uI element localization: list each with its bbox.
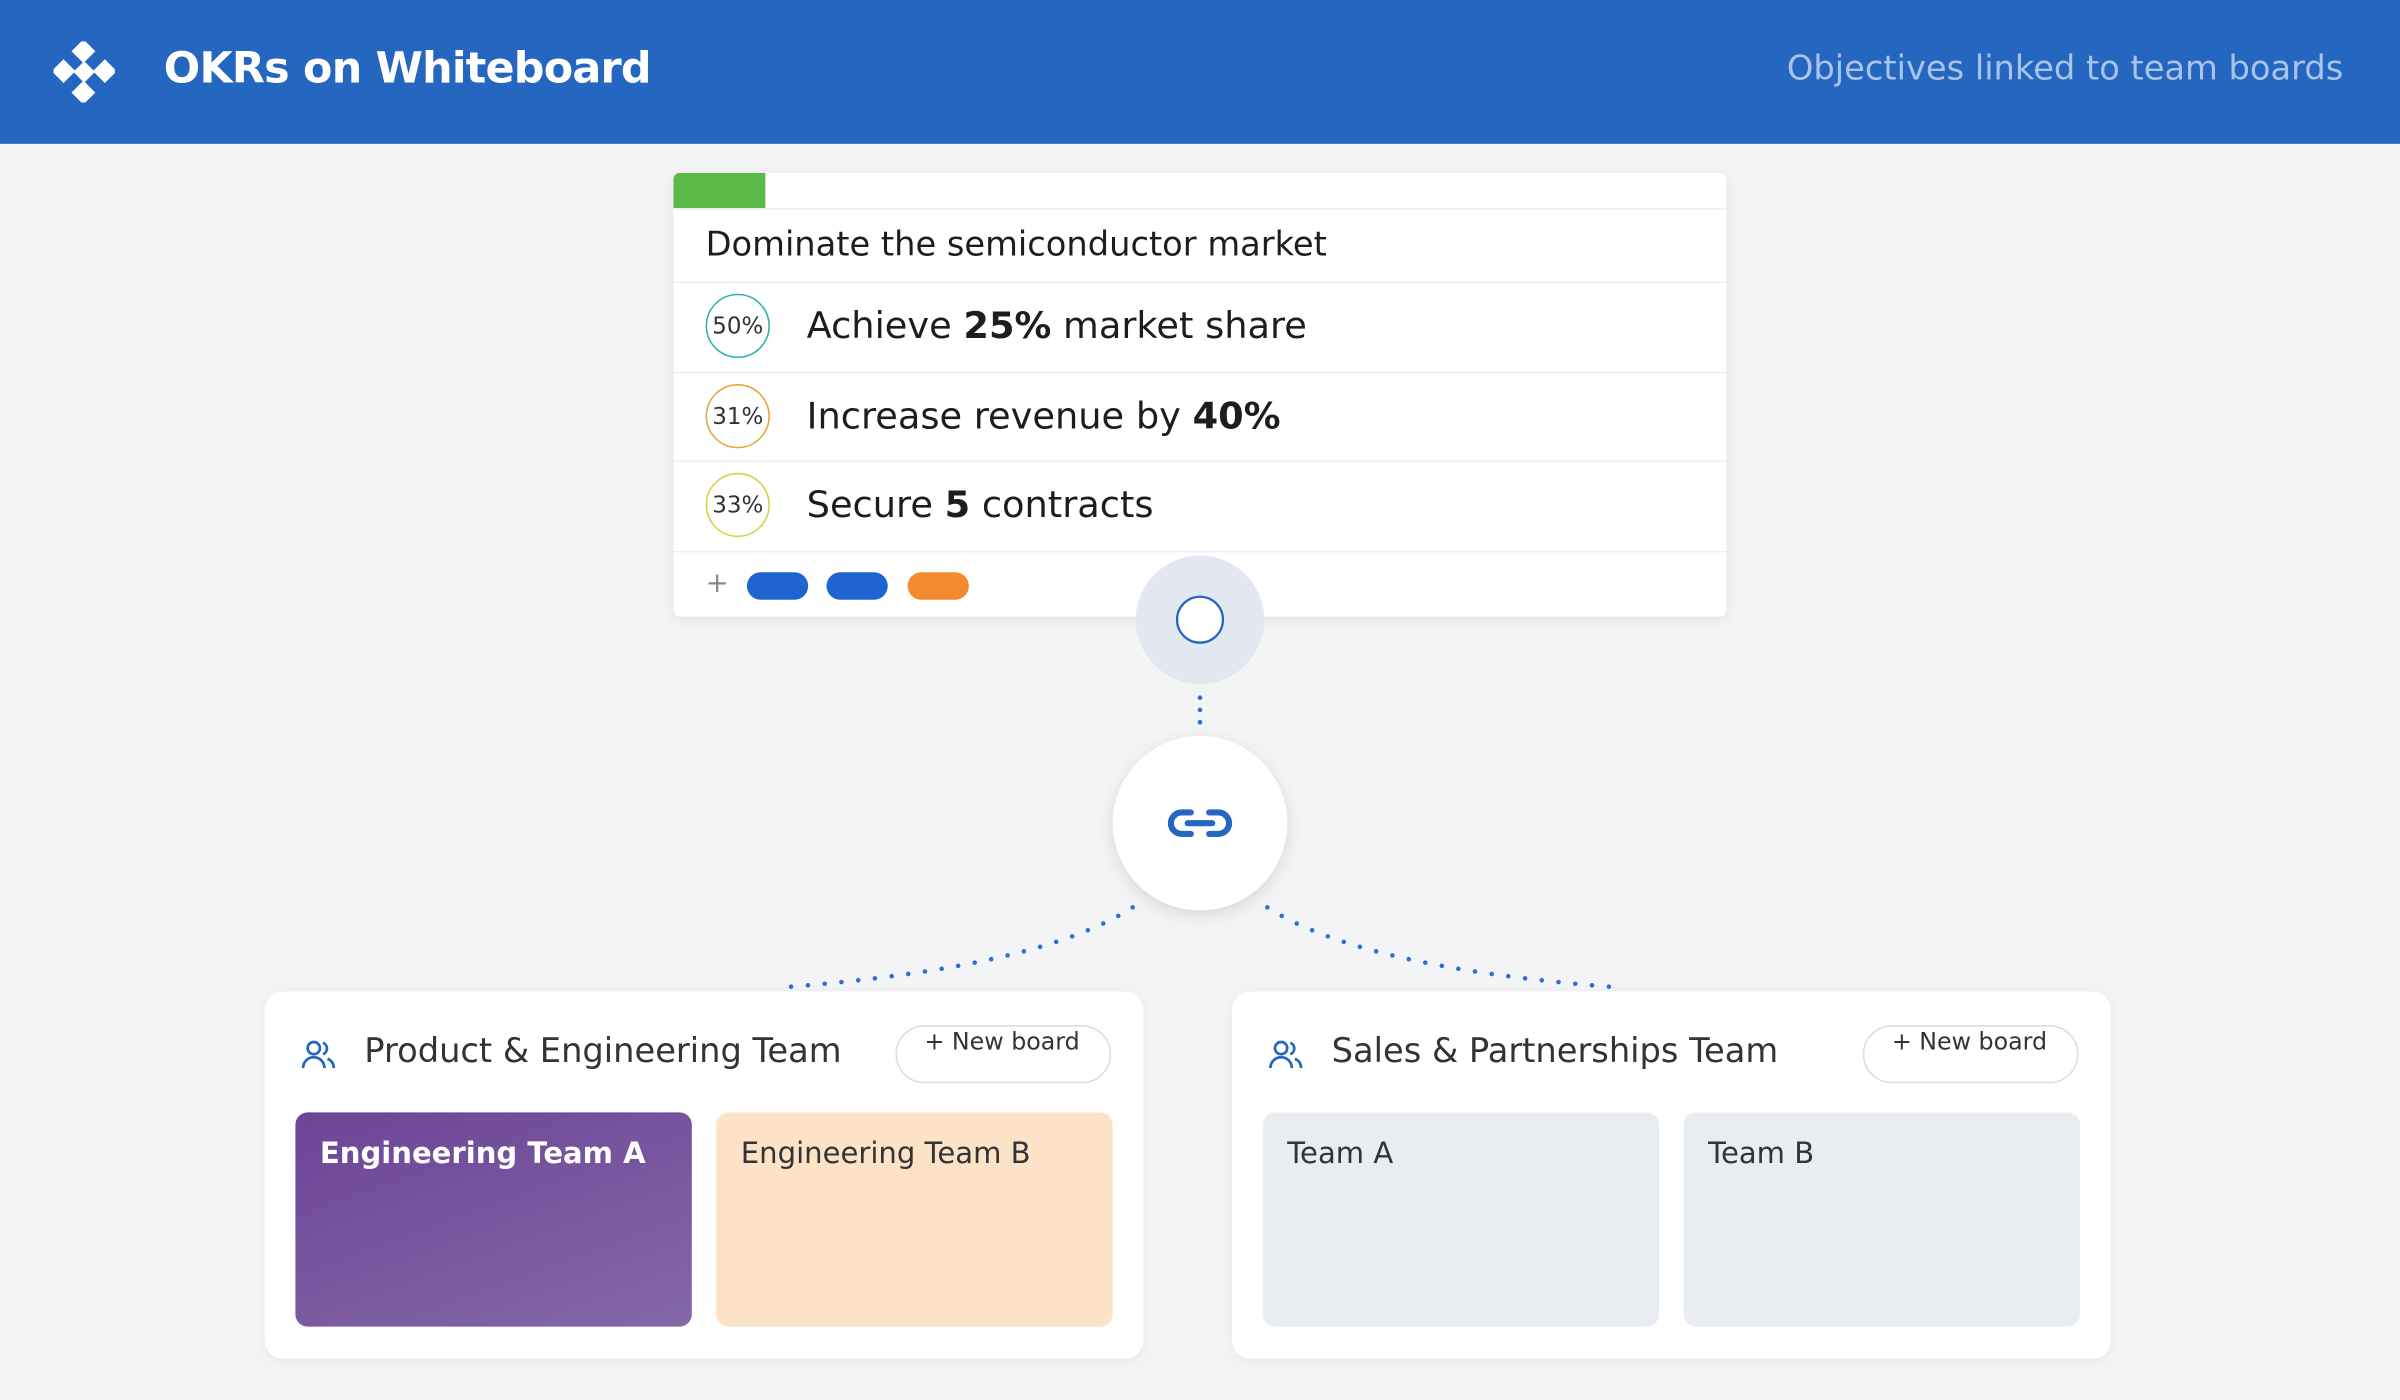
team-name: Sales & Partnerships Team xyxy=(1331,1032,1779,1072)
text: Secure xyxy=(806,484,945,527)
anchor-handle[interactable] xyxy=(1175,595,1225,644)
new-board-button[interactable]: + New board xyxy=(895,1025,1112,1084)
key-result-row[interactable]: 31% Increase revenue by 40% xyxy=(673,371,1727,461)
team-icon xyxy=(301,1040,336,1069)
status-tab xyxy=(673,172,766,209)
progress-ring: 33% xyxy=(705,473,770,538)
progress-ring: 50% xyxy=(705,293,770,359)
progress-ring: 31% xyxy=(705,383,770,448)
key-result-text: Achieve 25% market share xyxy=(807,304,1307,347)
logo xyxy=(53,41,115,103)
header: OKRs on Whiteboard Objectives linked to … xyxy=(0,0,2400,144)
text: Increase revenue by xyxy=(806,394,1193,438)
text: Achieve xyxy=(806,304,964,348)
board-card[interactable]: Team B xyxy=(1683,1112,2081,1327)
key-result-text: Secure 5 contracts xyxy=(807,484,1154,527)
team-panel: Product & Engineering Team + New board Eng… xyxy=(264,991,1144,1359)
app-subtitle: Objectives linked to team boards xyxy=(1786,50,2344,89)
connector xyxy=(785,905,1135,990)
objective-title: Dominate the semiconductor market xyxy=(705,226,1327,265)
team-icon xyxy=(1269,1040,1303,1069)
board-card[interactable]: Team A xyxy=(1262,1112,1660,1327)
card-footer: + xyxy=(673,550,1727,617)
objective-card[interactable]: Dominate the semiconductor market 50% Ach… xyxy=(673,172,1727,617)
add-button[interactable]: + xyxy=(705,567,729,600)
text: market share xyxy=(1051,304,1307,348)
text-bold: 40% xyxy=(1192,394,1281,438)
team-panel: Sales & Partnerships Team + New board Team… xyxy=(1232,991,2111,1359)
board-card[interactable]: Engineering Team B xyxy=(716,1112,1113,1327)
tag[interactable] xyxy=(746,572,809,600)
team-name: Product & Engineering Team xyxy=(364,1032,842,1072)
text-bold: 25% xyxy=(963,304,1052,348)
key-result-row[interactable]: 33% Secure 5 contracts xyxy=(673,461,1727,551)
key-result-text: Increase revenue by 40% xyxy=(807,394,1281,437)
new-board-button[interactable]: + New board xyxy=(1862,1025,2079,1084)
app-title: OKRs on Whiteboard xyxy=(163,42,652,94)
tag[interactable] xyxy=(826,572,888,600)
link-icon xyxy=(1167,809,1233,837)
objective-row: Dominate the semiconductor market xyxy=(673,208,1727,283)
text: contracts xyxy=(970,484,1154,527)
tag[interactable] xyxy=(907,572,969,600)
text-bold: 5 xyxy=(944,484,971,527)
key-result-row[interactable]: 50% Achieve 25% market share xyxy=(673,281,1727,372)
board-card[interactable]: Engineering Team A xyxy=(295,1112,692,1327)
connector xyxy=(1265,905,1615,990)
